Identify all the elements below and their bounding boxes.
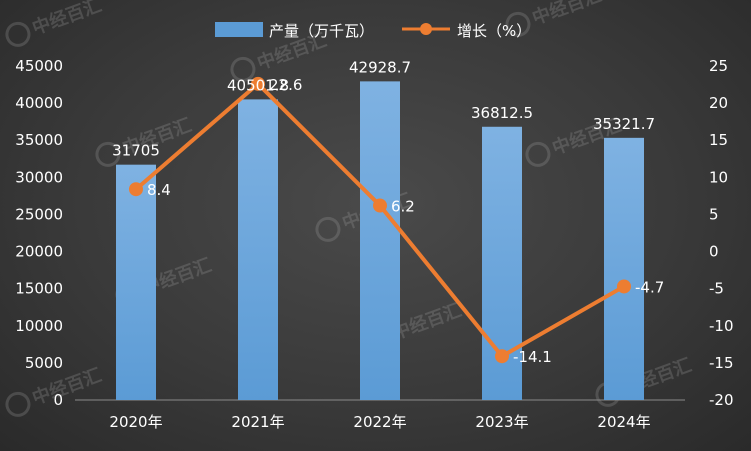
line-value-label: -4.7 (635, 278, 664, 296)
bar (604, 137, 644, 401)
bar (360, 81, 400, 400)
watermark-text: 中经百汇 (389, 299, 464, 344)
line-value-label: 22.6 (269, 76, 302, 94)
watermark-logo-icon (505, 11, 531, 37)
bar-series (116, 81, 644, 401)
left-tick-label: 35000 (15, 131, 63, 149)
watermark: 中经百汇 (5, 0, 104, 47)
right-tick-label: 25 (709, 57, 728, 75)
x-tick-label: 2022年 (353, 413, 406, 431)
left-tick-label: 15000 (15, 280, 63, 298)
right-tick-label: 20 (709, 94, 728, 112)
bar-value-label: 42928.7 (349, 58, 411, 76)
line-point (617, 279, 631, 294)
x-tick-label: 2020年 (109, 413, 162, 431)
right-tick-label: 0 (709, 243, 719, 261)
left-tick-label: 40000 (15, 94, 63, 112)
bar-value-label: 31705 (112, 142, 160, 160)
right-tick-label: 5 (709, 205, 719, 223)
right-tick-label: -20 (709, 391, 734, 409)
bar-value-label: 36812.5 (471, 104, 533, 122)
left-tick-label: 5000 (25, 354, 63, 372)
right-tick-label: -5 (709, 280, 724, 298)
x-tick-label: 2023年 (475, 413, 528, 431)
left-tick-label: 25000 (15, 205, 63, 223)
bar-value-label: 35321.7 (593, 115, 655, 133)
bar-value-label: 40501.8 (227, 76, 289, 94)
line-value-label: 6.2 (391, 198, 415, 216)
watermark-logo-icon (230, 56, 256, 82)
line-value-label: 8.4 (147, 181, 171, 199)
line-point (495, 349, 509, 364)
line-value-label: -14.1 (513, 348, 552, 366)
right-tick-label: 15 (709, 131, 728, 149)
legend-line-marker (420, 23, 432, 35)
watermark-logo-icon (5, 21, 31, 47)
watermark-logo-icon (95, 141, 121, 167)
left-tick-label: 0 (53, 391, 63, 409)
left-tick-label: 20000 (15, 243, 63, 261)
watermark-logo-icon (315, 216, 341, 242)
line-point (129, 182, 143, 197)
watermark-logo-icon (5, 391, 31, 417)
right-y-axis: -20 -15 -10 -5 0 5 10 15 20 25 (709, 57, 734, 409)
right-tick-label: -10 (709, 317, 734, 335)
line-series (129, 76, 631, 364)
right-tick-label: 10 (709, 168, 728, 186)
x-tick-label: 2024年 (597, 413, 650, 431)
left-tick-label: 45000 (15, 57, 63, 75)
legend-bar-label: 产量（万千瓦） (269, 22, 374, 40)
legend-bar-swatch (215, 22, 263, 37)
bar (238, 99, 278, 400)
line-point (251, 76, 265, 91)
bar (116, 164, 156, 400)
left-tick-label: 10000 (15, 317, 63, 335)
data-labels: 31705 40501.8 42928.7 36812.5 35321.7 8.4 22.6… (112, 58, 664, 366)
legend: 产量（万千瓦） 增长（%） (215, 22, 531, 40)
line-point (373, 198, 387, 213)
left-y-axis: 0 5000 10000 15000 20000 25000 30000 35000 40000… (15, 57, 63, 409)
watermark-text: 中经百汇 (29, 0, 104, 39)
x-axis: 2020年 2021年 2022年 2023年 2024年 (75, 399, 685, 431)
right-tick-label: -15 (709, 354, 734, 372)
legend-line-label: 增长（%） (457, 22, 531, 40)
watermark-logo-icon (525, 141, 551, 167)
watermark-text: 中经百汇 (529, 0, 604, 29)
x-tick-label: 2021年 (231, 413, 284, 431)
left-tick-label: 30000 (15, 168, 63, 186)
